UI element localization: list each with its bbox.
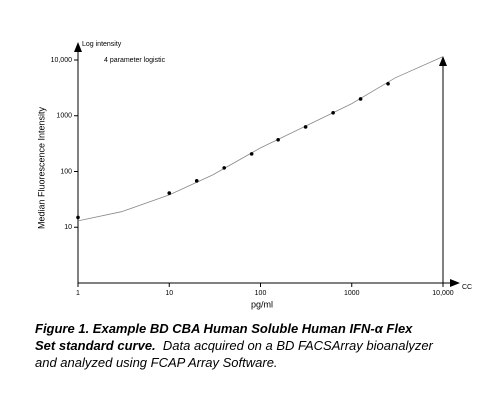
data-point [276,137,280,142]
x-tick-label: 100 [255,290,267,297]
right-arrow [439,56,447,66]
x-tick-label: 1 [76,290,80,297]
data-point [222,166,226,170]
y-arrow [74,42,82,52]
data-point [358,97,363,101]
x-tick-label: 1000 [344,290,360,297]
y-tick-label: 10,000 [51,57,73,64]
data-point [386,81,390,86]
y-tick-label: 1000 [56,113,72,120]
x-label: pg/ml [251,299,273,309]
caption-heading: Figure 1. Example BD CBA Human Soluble H… [35,321,413,353]
y-top-label: Log intensity [82,41,122,48]
data-point [167,191,172,195]
data-point [194,179,199,183]
x-tick-label: 10,000 [432,290,454,297]
fit-curve [77,56,444,222]
data-point [76,215,80,220]
x-end-label: CC [462,284,472,291]
data-point [331,110,335,115]
y-tick-label: 10 [64,224,72,231]
annotation: 4 parameter logistic [104,57,166,64]
caption: Figure 1. Example BD CBA Human Soluble H… [35,320,435,371]
x-tick-label: 10 [165,290,173,297]
y-tick-label: 100 [60,168,72,175]
caption-text: Data acquired on a BD FACSArray bioanaly… [35,338,433,370]
x-arrow [450,279,460,287]
y-label: Median Fluorescence Intensity [36,106,46,229]
chart: Log intensity 4 parameter logistic Media… [36,41,472,310]
data-point [303,125,308,129]
data-point [249,152,254,156]
